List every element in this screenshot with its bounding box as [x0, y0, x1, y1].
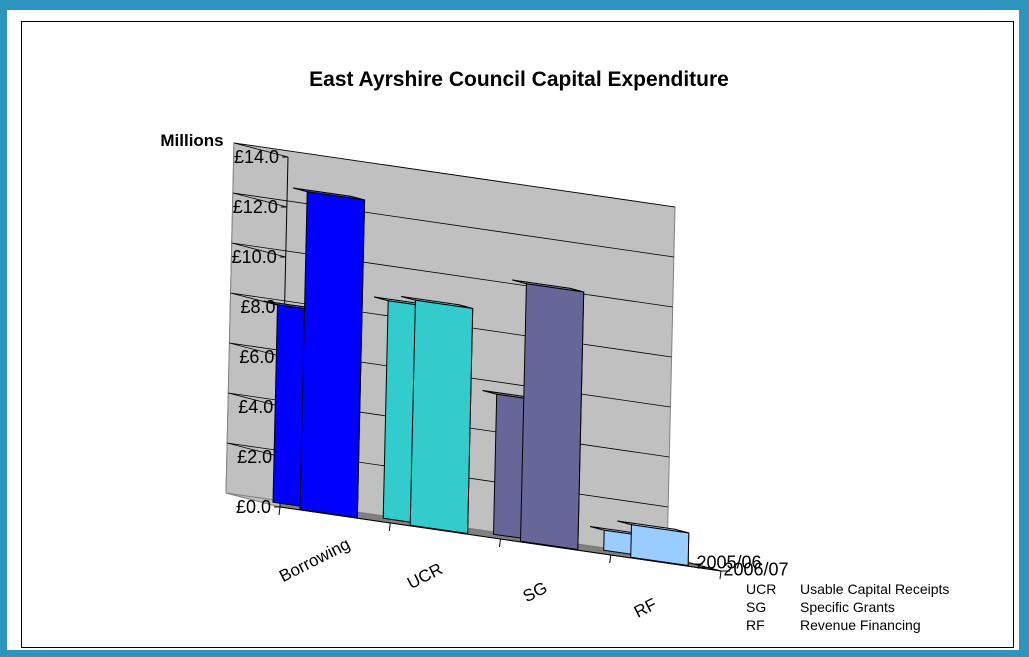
legend-abbr: UCR	[746, 581, 776, 597]
y-tick-label: £8.0	[241, 297, 276, 317]
bar	[617, 520, 690, 567]
gridline	[231, 242, 673, 308]
legend-text: Usable Capital Receipts	[800, 581, 949, 597]
gridline	[233, 142, 676, 208]
bars	[263, 187, 690, 567]
y-tick-label: £12.0	[233, 197, 278, 217]
bar	[512, 279, 585, 551]
x-tick	[388, 522, 391, 532]
y-tick-label: £6.0	[239, 347, 274, 367]
bar	[401, 296, 474, 535]
x-tick	[719, 570, 722, 580]
y-tick-label: £2.0	[237, 447, 272, 467]
x-tick	[609, 554, 612, 564]
legend-text: Specific Grants	[800, 599, 895, 615]
series-label: 2005/06	[697, 553, 762, 573]
y-tick-label: £4.0	[238, 397, 273, 417]
gridline	[229, 342, 671, 408]
x-tick	[278, 506, 281, 516]
y-axis-title: Millions	[160, 131, 223, 150]
y-tick-label: £10.0	[232, 247, 277, 267]
gridline	[232, 192, 674, 258]
y-tick-label: £0.0	[236, 497, 271, 517]
y-tick-label: £14.0	[234, 147, 279, 167]
bar	[293, 187, 366, 519]
chart-area: East Ayrshire Council Capital Expenditur…	[21, 21, 1014, 648]
category-label: RF	[631, 594, 660, 621]
x-tick	[499, 538, 501, 548]
legend-abbr: SG	[746, 599, 766, 615]
category-label: SG	[520, 578, 551, 606]
legend-abbr: RF	[746, 617, 765, 633]
legend-notes: UCR Usable Capital Receipts SG Specific Gra…	[746, 581, 949, 633]
series-label: 2006/07	[724, 560, 789, 580]
category-label: UCR	[404, 559, 445, 593]
chart-frame: East Ayrshire Council Capital Expenditur…	[7, 10, 1019, 650]
category-label: Borrowing	[276, 534, 353, 586]
chart-svg: East Ayrshire Council Capital Expenditur…	[160, 68, 949, 633]
chart-title: East Ayrshire Council Capital Expenditur…	[309, 68, 729, 91]
legend-text: Revenue Financing	[800, 617, 921, 633]
